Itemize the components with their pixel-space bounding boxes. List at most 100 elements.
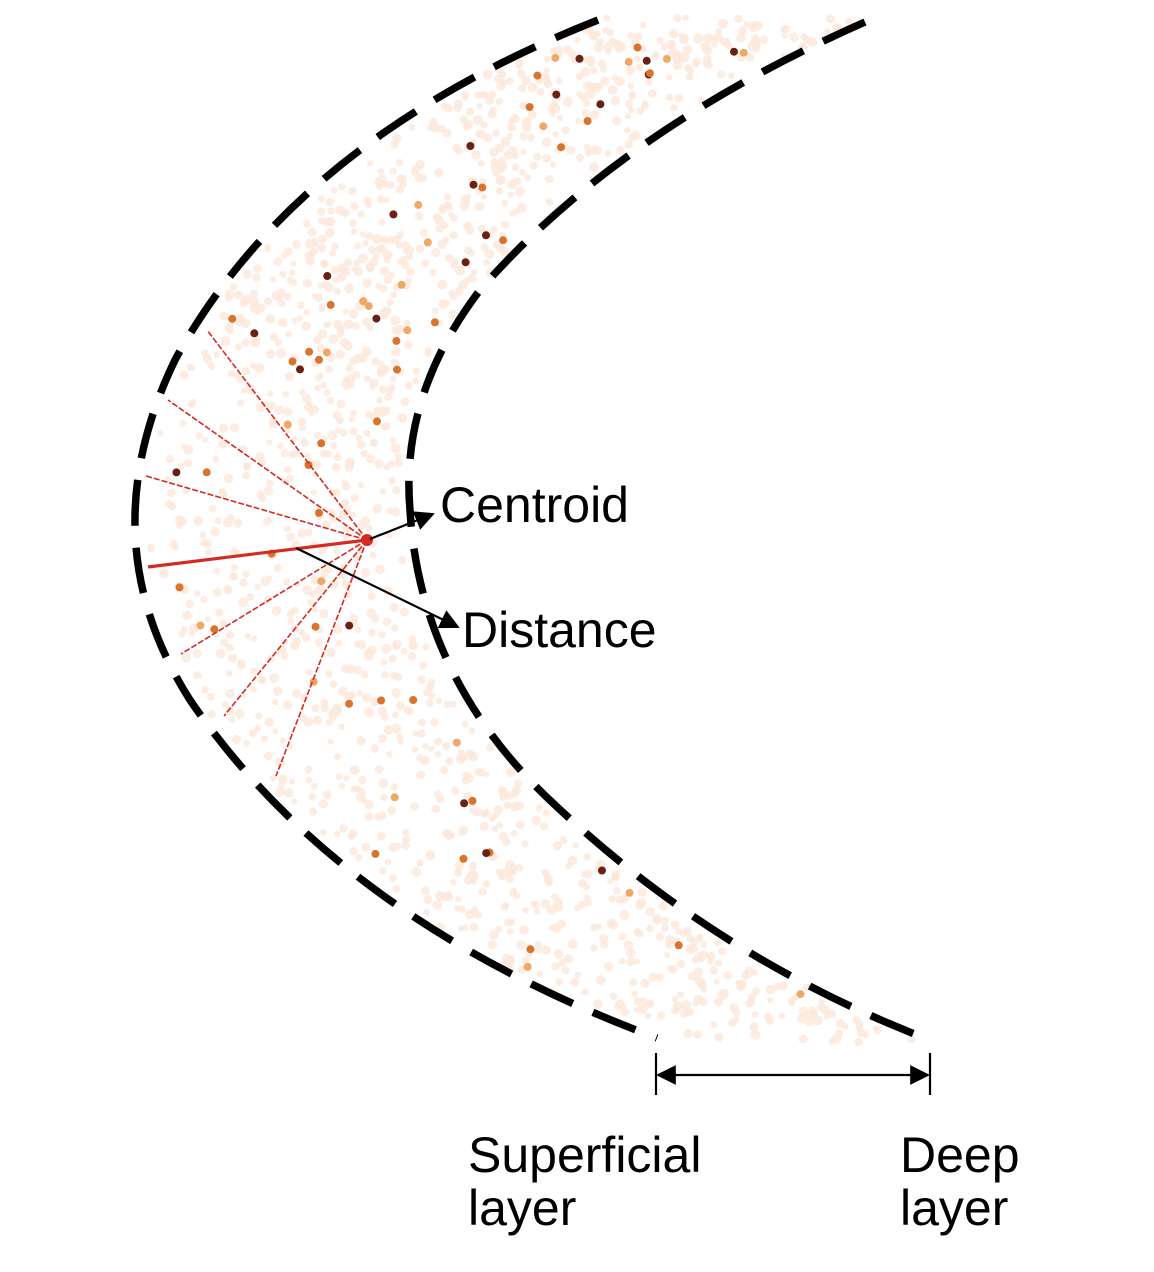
background-cell <box>370 439 377 446</box>
background-cell <box>201 685 209 694</box>
background-cell <box>489 813 497 821</box>
background-cell <box>873 1026 882 1035</box>
background-cell <box>375 245 384 253</box>
background-cell <box>291 436 298 442</box>
background-cell <box>608 895 616 903</box>
background-cell <box>368 628 376 637</box>
background-cell <box>172 544 179 551</box>
background-cell <box>492 129 500 137</box>
background-cell <box>193 516 203 526</box>
background-cell <box>325 321 332 328</box>
background-cell <box>519 169 526 176</box>
background-cell <box>284 788 294 798</box>
background-cell <box>349 427 358 436</box>
background-cell <box>456 288 464 296</box>
background-cell <box>478 90 488 99</box>
background-cell <box>503 801 512 810</box>
background-cell <box>748 23 758 33</box>
background-cell <box>711 41 718 48</box>
background-cell <box>440 765 449 774</box>
background-cell <box>568 939 578 950</box>
background-cell <box>319 608 329 619</box>
background-cell <box>385 751 393 758</box>
background-cell <box>648 89 657 98</box>
background-cell <box>427 692 436 700</box>
background-cell <box>389 437 397 444</box>
background-cell <box>423 894 433 904</box>
background-cell <box>516 940 526 950</box>
colored-cell <box>359 297 368 306</box>
background-cell <box>255 451 265 461</box>
background-cell <box>541 137 552 147</box>
background-cell <box>230 283 238 291</box>
background-cell <box>615 999 625 1008</box>
background-cell <box>455 896 462 903</box>
background-cell <box>596 38 604 46</box>
background-cell <box>242 570 250 578</box>
background-cell <box>778 1012 786 1020</box>
background-cell <box>633 958 641 965</box>
background-cell <box>406 252 414 260</box>
background-cell <box>343 341 353 351</box>
background-cell <box>361 797 368 804</box>
background-cell <box>275 787 286 797</box>
background-cell <box>521 75 531 86</box>
background-cell <box>364 201 372 209</box>
background-cell <box>468 249 475 257</box>
background-cell <box>332 703 342 712</box>
background-cell <box>499 78 507 87</box>
background-cell <box>313 586 322 595</box>
background-cell <box>254 583 261 591</box>
background-cell <box>751 1010 759 1018</box>
colored-cell <box>468 796 477 805</box>
background-cell <box>242 471 250 480</box>
background-cell <box>284 247 293 256</box>
background-cell <box>355 434 363 441</box>
background-cell <box>239 298 249 307</box>
background-cell <box>327 430 338 441</box>
background-cell <box>361 842 371 852</box>
background-cell <box>480 243 489 252</box>
background-cell <box>820 1004 831 1015</box>
background-cell <box>177 462 185 470</box>
background-cell <box>411 165 421 174</box>
background-cell <box>305 776 313 784</box>
background-cell <box>799 1006 809 1016</box>
colored-cell <box>674 941 683 950</box>
background-cell <box>241 338 250 347</box>
background-cell <box>741 971 750 980</box>
background-cell <box>679 930 688 938</box>
background-cell <box>376 396 383 404</box>
background-cell <box>401 261 410 270</box>
background-cell <box>335 772 343 781</box>
background-cell <box>230 423 240 433</box>
background-cell <box>670 104 678 112</box>
background-cell <box>459 753 468 762</box>
background-cell <box>631 990 639 998</box>
background-cell <box>451 786 460 795</box>
background-cell <box>263 244 271 252</box>
background-cell <box>391 325 401 335</box>
background-cell <box>477 159 485 168</box>
background-cell <box>331 462 341 472</box>
background-cell <box>286 532 296 542</box>
background-cell <box>360 670 369 679</box>
background-cell <box>443 701 451 709</box>
background-cell <box>715 28 722 35</box>
background-cell <box>289 269 296 277</box>
background-cell <box>273 257 283 266</box>
background-cell <box>378 174 387 183</box>
background-cell <box>210 526 220 537</box>
background-cell <box>751 968 758 976</box>
background-cell <box>250 686 257 693</box>
background-cell <box>460 194 469 204</box>
background-cell <box>336 399 346 409</box>
background-cell <box>752 45 760 53</box>
background-cell <box>751 33 760 43</box>
background-cell <box>370 744 379 753</box>
background-cell <box>280 449 289 458</box>
background-cell <box>165 475 172 482</box>
background-cell <box>749 1022 759 1032</box>
background-cell <box>533 152 542 161</box>
background-cell <box>236 376 244 384</box>
